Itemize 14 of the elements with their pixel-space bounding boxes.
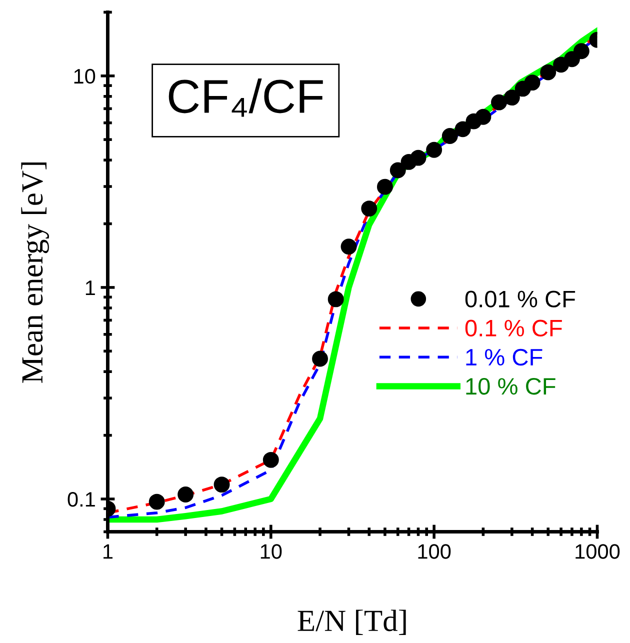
- annotation: CF₄/CF: [168, 78, 323, 117]
- x-axis-title: E/N [Td]: [298, 610, 406, 635]
- y-axis-title: Mean energy [eV]: [21, 162, 49, 383]
- x-tick-label: 100: [418, 544, 451, 559]
- legend-label: 10 % CF: [466, 378, 556, 395]
- y-tick-label: 1: [86, 280, 95, 295]
- x-tick-label: 1000: [576, 544, 620, 559]
- y-tick-label: 0.1: [68, 492, 95, 507]
- y-tick-label: 10: [74, 68, 96, 84]
- x-tick-label: 10: [260, 544, 282, 559]
- legend-label: 0.01 % CF: [465, 290, 576, 308]
- x-tick-label: 1: [104, 544, 113, 559]
- legend-label: 1 % CF: [466, 348, 542, 366]
- legend-label: 0.1 % CF: [465, 320, 562, 337]
